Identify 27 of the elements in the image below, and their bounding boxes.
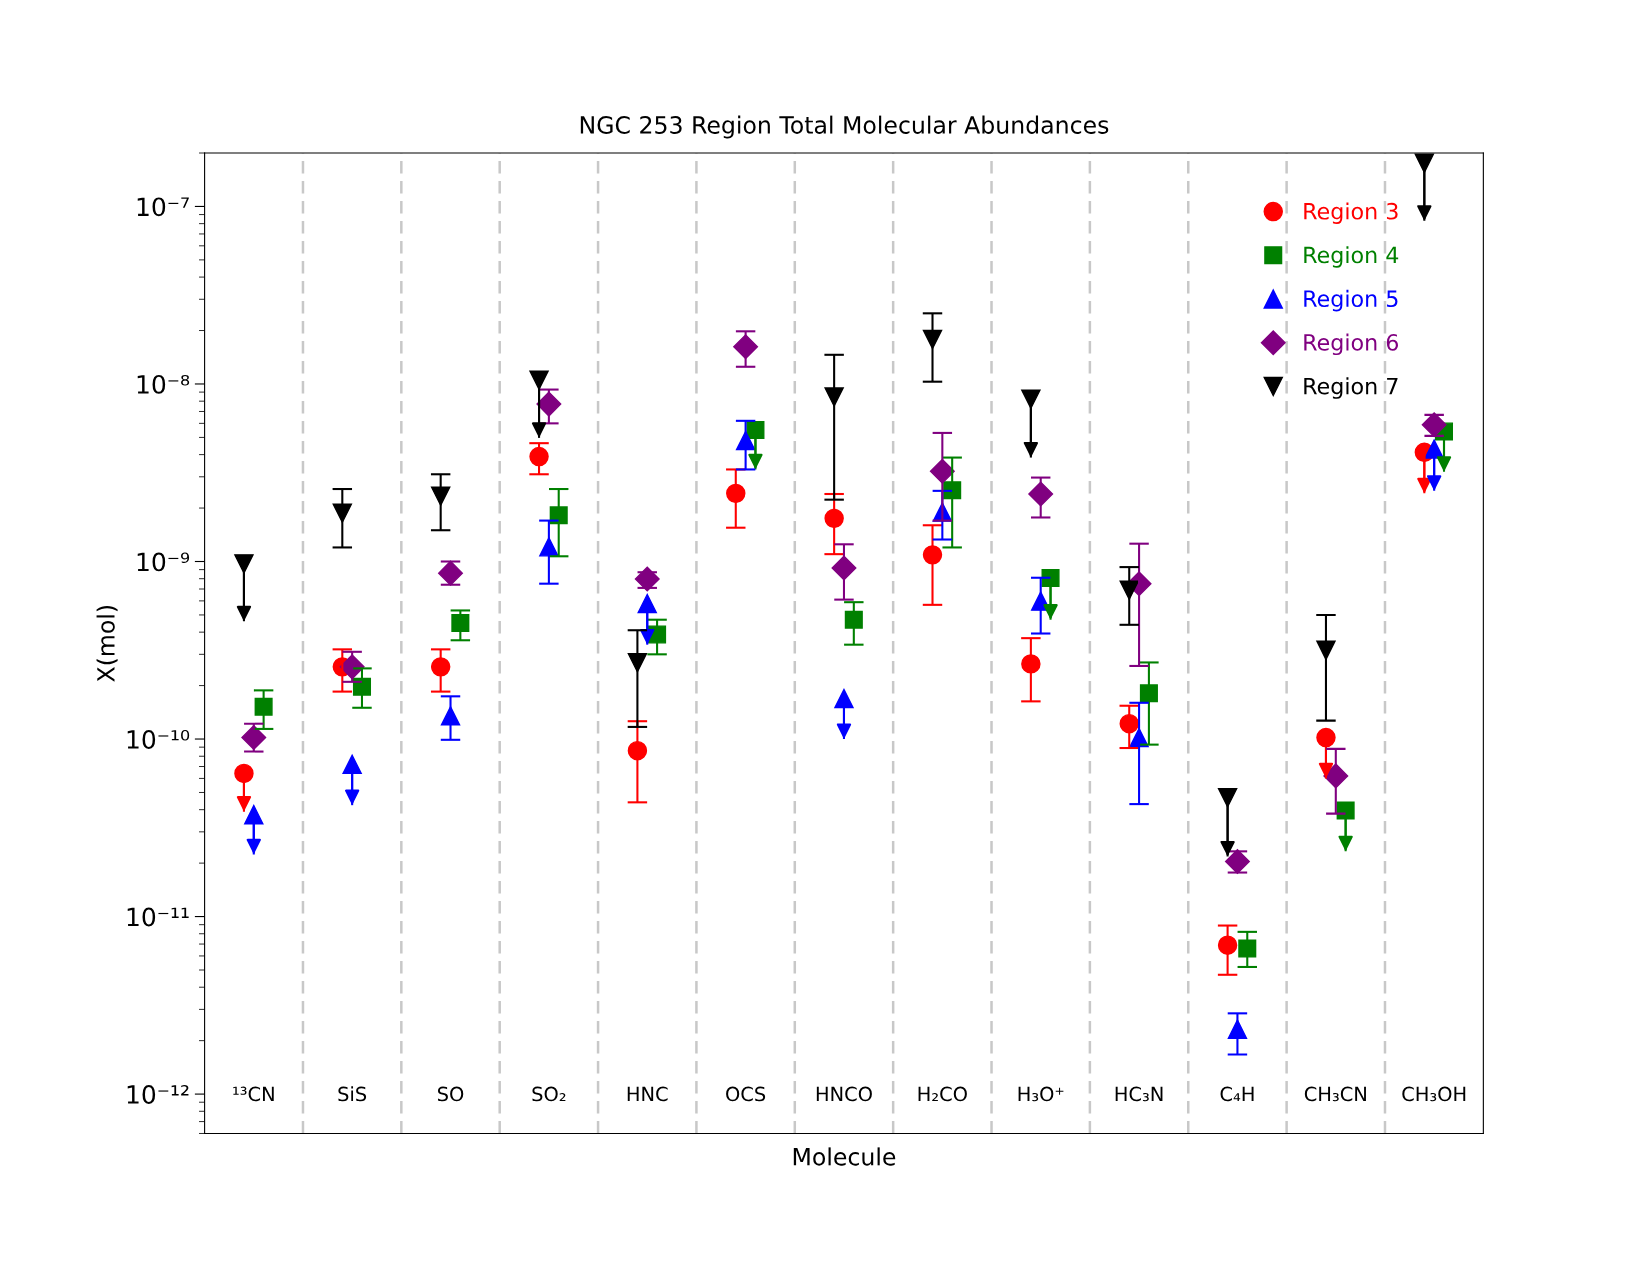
y-tick-label: 10⁻¹² [127, 1085, 189, 1104]
y-tick-label: 10⁻¹⁰ [127, 729, 190, 749]
x-tick-label: H₂CO [918, 1086, 967, 1102]
x-tick-label: C₄H [1220, 1086, 1254, 1102]
x-tick-label: CH₃CN [1304, 1086, 1366, 1102]
x-tick-label: OCS [726, 1086, 766, 1102]
x-tick-label: HNCO [816, 1086, 872, 1102]
legend-label: Region 5 [1304, 289, 1398, 312]
legend-label: Region 6 [1304, 333, 1399, 356]
x-tick-label: SO [437, 1086, 464, 1102]
y-tick-label: 10⁻¹¹ [127, 907, 189, 927]
x-axis-title: Molecule [793, 1147, 896, 1166]
legend-label: Region 7 [1304, 377, 1398, 399]
y-tick-label: 10⁻⁷ [137, 197, 189, 217]
y-tick-label: 10⁻⁹ [137, 552, 190, 572]
x-tick-label: CH₃OH [1402, 1086, 1466, 1102]
y-axis-title: X(mol) [96, 605, 118, 682]
legend-label: Region 3 [1304, 202, 1398, 224]
x-tick-label: HNC [627, 1086, 668, 1102]
y-tick-label: 10⁻⁸ [137, 374, 190, 394]
x-tick-label: ¹³CN [233, 1086, 274, 1102]
chart-title: NGC 253 Region Total Molecular Abundances [580, 115, 1109, 139]
x-tick-label: SO₂ [532, 1086, 566, 1102]
x-tick-label: H₃O⁺ [1018, 1086, 1064, 1102]
x-tick-label: SiS [338, 1086, 367, 1102]
legend-label: Region 4 [1304, 246, 1399, 268]
x-tick-label: HC₃N [1115, 1086, 1163, 1102]
